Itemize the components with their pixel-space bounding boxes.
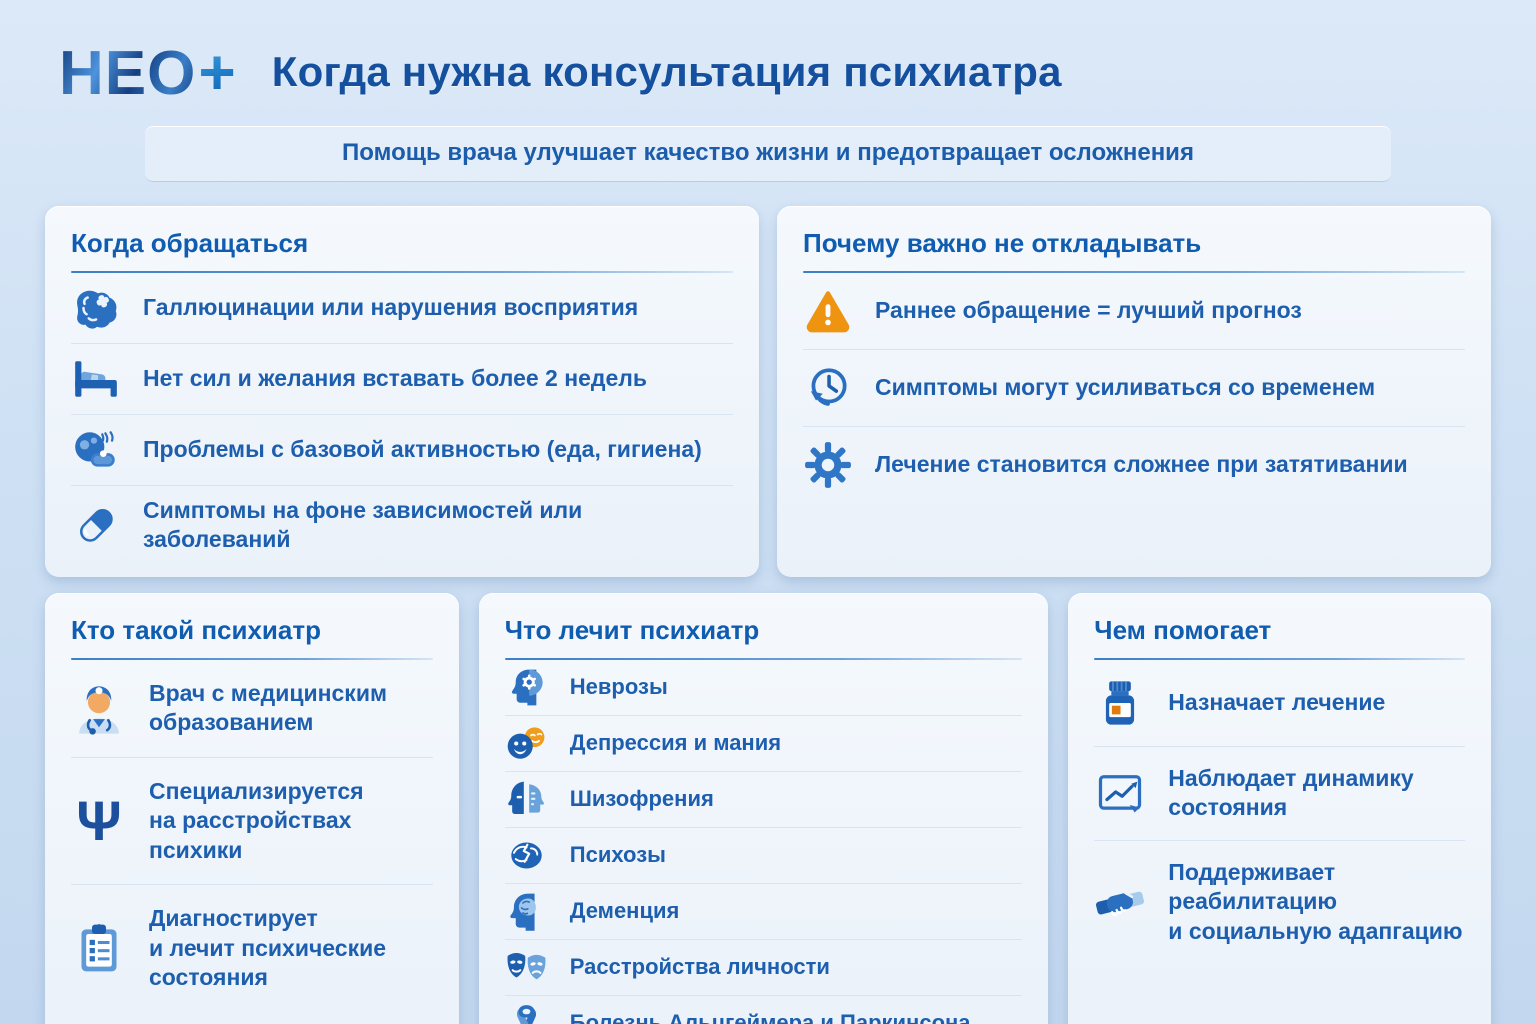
item-text: Деменция — [569, 898, 680, 924]
title-divider — [71, 271, 733, 273]
card-who-is-psychiatrist: Кто такой психиатр Врач с медицинским об… — [45, 592, 459, 1024]
card-title: Чем помогает — [1094, 614, 1272, 645]
item-text: Галлюцинации или нарушения восприятия — [143, 294, 639, 321]
item-text: Симптомы могут усиливаться со временем — [875, 374, 1376, 401]
head-gear-icon — [505, 666, 548, 709]
card-when-to-seek: Когда обращаться Галлюцинации или наруше… — [45, 206, 759, 577]
split-head-icon — [505, 778, 548, 821]
list-item: Назначает лечение — [1094, 660, 1465, 746]
page-subtitle: Помощь врача улучшает качество жизни и п… — [342, 139, 1194, 166]
cards-row-bottom: Кто такой психиатр Врач с медицинским об… — [45, 592, 1491, 1024]
title-divider — [1094, 657, 1465, 660]
ribbon-icon — [505, 1002, 548, 1024]
item-text: Шизофрения — [569, 786, 714, 812]
list-item: Нет сил и желания вставать более 2 недел… — [71, 343, 733, 414]
item-text: Психозы — [569, 842, 666, 868]
subtitle-band: Помощь врача улучшает качество жизни и п… — [145, 126, 1391, 182]
title-divider — [803, 271, 1465, 273]
brain-crack-icon — [505, 834, 548, 877]
item-text: Нет сил и желания вставать более 2 недел… — [143, 365, 648, 392]
item-text: Проблемы с базовой активностью (еда, гиг… — [143, 436, 702, 463]
item-text: Назначает лечение — [1168, 689, 1386, 716]
item-text: Болезнь Альцгеймера и Паркинсона — [569, 1010, 971, 1024]
warning-icon — [803, 286, 853, 336]
brain-icon — [71, 283, 121, 333]
clipboard-icon — [71, 920, 127, 976]
item-text: Диагностирует и лечит психические состоя… — [149, 905, 387, 990]
list-item: Деменция — [504, 882, 1023, 939]
neo-plus-logo: НЕО + — [59, 40, 236, 105]
faces-icon — [505, 722, 548, 765]
list-item: Наблюдает динамику состояния — [1094, 745, 1465, 840]
pill-icon — [71, 500, 121, 550]
medicine-bottle-icon — [1094, 677, 1146, 729]
list-item: Ψ Специализируется на расстройствах псих… — [71, 756, 433, 884]
logo-plus-icon: + — [198, 35, 236, 108]
list-item: Депрессия и мания — [504, 714, 1023, 771]
meal-icon — [71, 425, 121, 475]
list-item: Симптомы могут усиливаться со временем — [803, 349, 1465, 426]
list-item: Лечение становится сложнее при затятиван… — [803, 426, 1465, 503]
item-text: Депрессия и мания — [569, 730, 782, 756]
card-title: Почему важно не откладывать — [803, 228, 1202, 258]
card-title: Что лечит психиатр — [504, 614, 760, 645]
item-text: Неврозы — [569, 674, 668, 700]
title-divider — [71, 657, 433, 660]
card-what-treats: Что лечит психиатр Неврозы Депрессия и м… — [478, 592, 1049, 1024]
list-item: Поддерживает реабилитацию и социальную а… — [1094, 839, 1465, 963]
item-text: Симптомы на фоне зависимостей или заболе… — [143, 497, 583, 553]
list-item: Симптомы на фоне зависимостей или заболе… — [71, 485, 733, 565]
list-item: Болезнь Альцгеймера и Паркинсона — [504, 994, 1023, 1024]
item-text: Лечение становится сложнее при затятиван… — [875, 451, 1408, 478]
list-item: Врач с медицинским образованием — [71, 660, 433, 757]
list-item: Галлюцинации или нарушения восприятия — [71, 273, 733, 343]
title-divider — [504, 657, 1023, 660]
list-item: Диагностирует и лечит психические состоя… — [71, 884, 433, 1011]
item-text: Наблюдает динамику состояния — [1168, 764, 1414, 821]
list-item: Неврозы — [505, 660, 1023, 715]
card-title: Кто такой психиатр — [71, 614, 321, 645]
cards-row-top: Когда обращаться Галлюцинации или наруше… — [45, 206, 1491, 577]
clock-icon — [803, 363, 853, 413]
gear-icon — [803, 440, 853, 490]
masks-icon — [505, 946, 548, 989]
logo-text: НЕО — [59, 38, 197, 108]
item-text: Расстройства личности — [569, 954, 830, 980]
card-title: Когда обращаться — [71, 228, 309, 258]
head-brain-icon — [505, 890, 548, 933]
list-item: Проблемы с базовой активностью (еда, гиг… — [71, 414, 733, 485]
item-text: Специализируется на расстройствах психик… — [149, 777, 364, 863]
list-item: Шизофрения — [504, 770, 1023, 827]
item-text: Врач с медицинским образованием — [149, 679, 387, 736]
list-item: Психозы — [504, 826, 1023, 883]
bed-icon — [71, 354, 121, 404]
psi-icon: Ψ — [76, 788, 122, 852]
header: НЕО + Когда нужна консультация психиатра — [45, 26, 1491, 118]
list-item: Раннее обращение = лучший прогноз — [803, 273, 1465, 349]
doctor-icon — [71, 680, 127, 736]
chart-icon — [1094, 767, 1146, 819]
item-text: Поддерживает реабилитацию и социальную а… — [1168, 858, 1463, 944]
card-how-helps: Чем помогает Назначает лечение Наблюдает… — [1068, 592, 1491, 1024]
card-why-not-delay: Почему важно не откладывать Раннее обращ… — [777, 206, 1491, 577]
handshake-icon — [1094, 876, 1146, 928]
list-item: Расстройства личности — [504, 938, 1023, 995]
page-title: Когда нужна консультация психиатра — [271, 48, 1062, 95]
item-text: Раннее обращение = лучший прогноз — [875, 297, 1302, 324]
